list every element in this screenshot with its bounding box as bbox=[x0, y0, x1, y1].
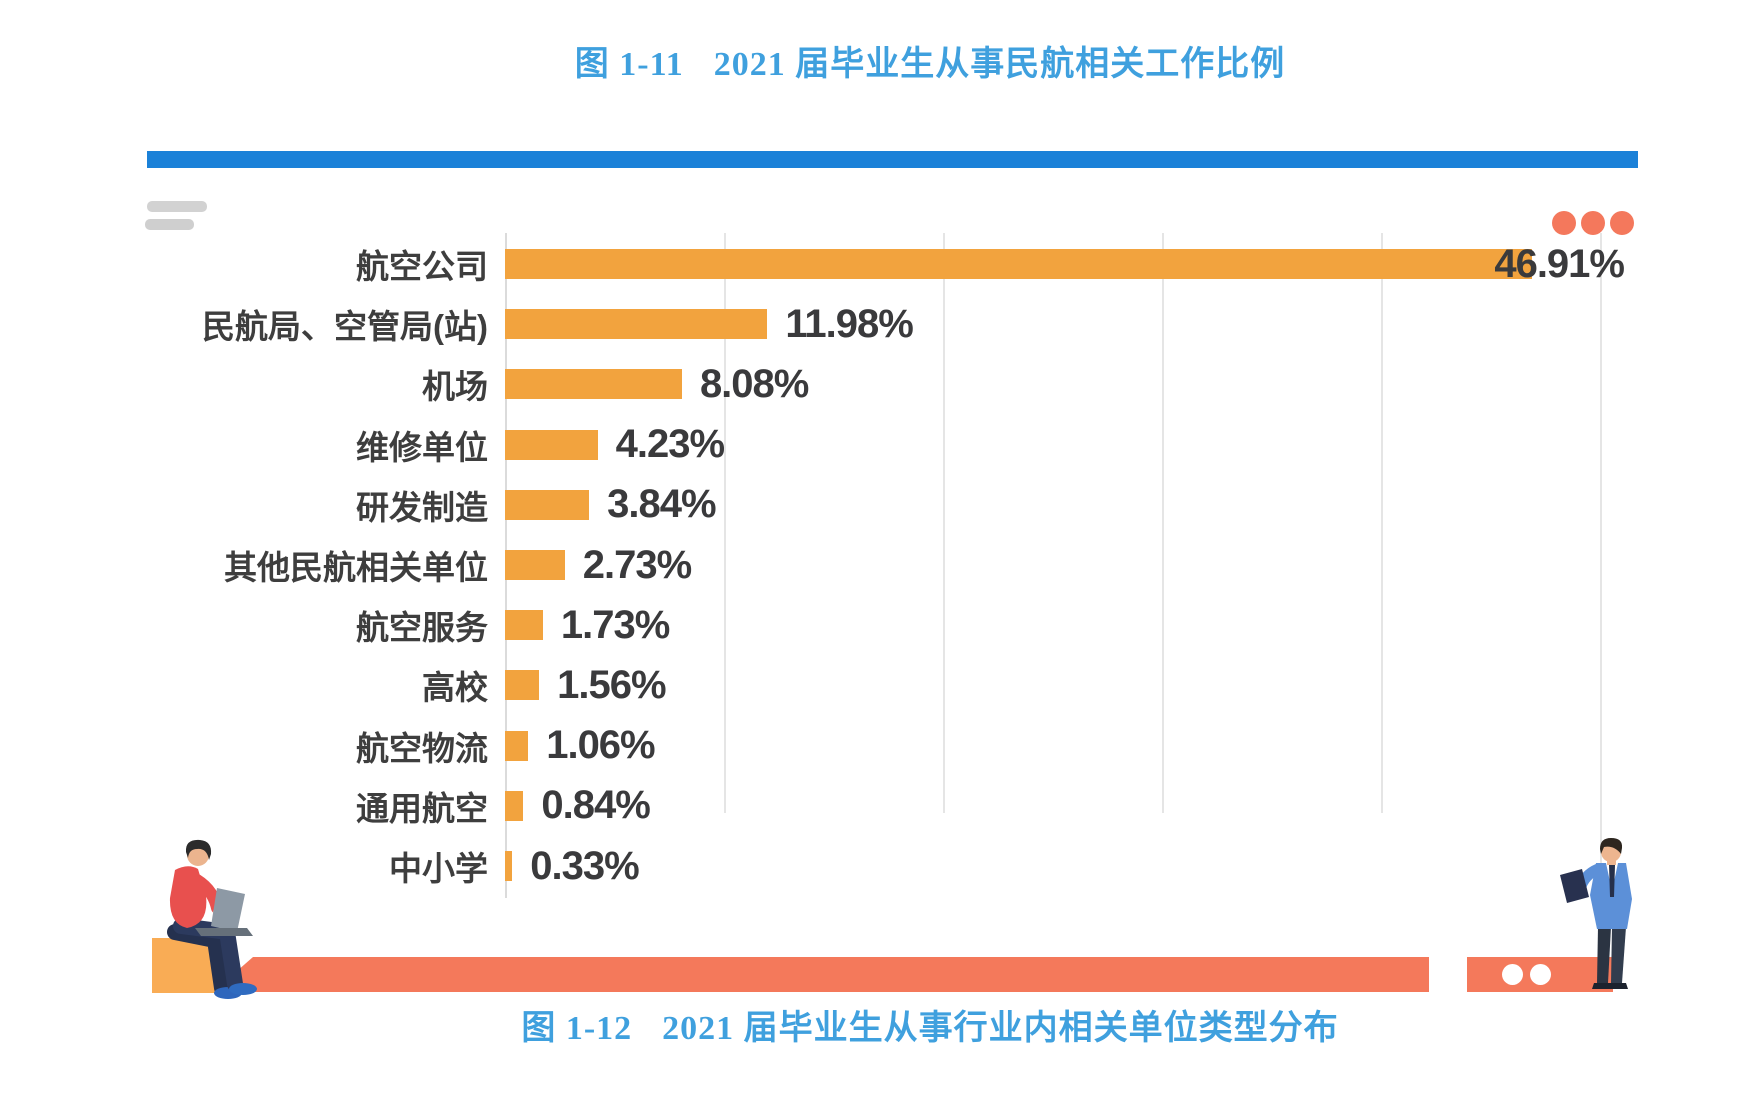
figure-1-11-caption: 图 1-11 2021 届毕业生从事民航相关工作比例 bbox=[52, 36, 1756, 85]
bar bbox=[505, 249, 1533, 279]
menu-lines-icon bbox=[147, 201, 207, 212]
bar bbox=[505, 670, 540, 701]
figure-1-11-title-text: 2021 届毕业生从事民航相关工作比例 bbox=[713, 46, 1286, 83]
chart-row: 研发制造 3.84% bbox=[0, 475, 1756, 535]
figure-1-12-label: 图 1-12 bbox=[521, 1010, 633, 1047]
category-label: 其他民航相关单位 bbox=[224, 549, 488, 586]
category-label: 中小学 bbox=[389, 850, 488, 887]
category-label: 航空物流 bbox=[356, 729, 488, 767]
category-label: 研发制造 bbox=[356, 488, 488, 526]
menu-lines-icon bbox=[145, 219, 194, 230]
value-label: 11.98% bbox=[785, 301, 913, 346]
figure-1-12-title-text: 2021 届毕业生从事行业内相关单位类型分布 bbox=[662, 1010, 1339, 1047]
category-label: 航空公司 bbox=[356, 248, 488, 285]
value-label: 1.73% bbox=[560, 602, 670, 647]
dot-icon bbox=[1552, 211, 1576, 235]
footer-accent-block bbox=[1467, 957, 1613, 992]
bar bbox=[505, 489, 590, 520]
circle-icon bbox=[1530, 964, 1551, 985]
category-label: 民航局、空管局(站) bbox=[202, 308, 488, 346]
chart-row: 航空服务 1.73% bbox=[0, 595, 1756, 655]
figure-1-11-label: 图 1-11 bbox=[574, 46, 684, 83]
bar bbox=[505, 730, 529, 761]
dot-icon bbox=[1581, 211, 1605, 235]
chart-row: 高校 1.56% bbox=[0, 655, 1756, 715]
chart-row: 中小学 0.33% bbox=[0, 836, 1756, 896]
employment-bar-chart: 航空公司 46.91% 民航局、空管局(站) 11.98% 机场 8.08% 维修单位 4.2… bbox=[0, 233, 1756, 905]
person-standing-with-tablet-illustration bbox=[1560, 838, 1632, 989]
gridline bbox=[1162, 233, 1164, 813]
bar bbox=[505, 309, 768, 340]
bar bbox=[505, 610, 543, 641]
value-label: 1.56% bbox=[557, 662, 666, 707]
chart-row: 机场 8.08% bbox=[0, 354, 1756, 414]
category-label: 通用航空 bbox=[356, 789, 488, 827]
gridline bbox=[724, 233, 726, 813]
bar bbox=[505, 851, 513, 881]
bar bbox=[505, 369, 682, 400]
bar bbox=[505, 429, 598, 460]
chart-row: 民航局、空管局(站) 11.98% bbox=[0, 294, 1756, 354]
chart-row: 航空物流 1.06% bbox=[0, 716, 1756, 776]
chart-row: 维修单位 4.23% bbox=[0, 415, 1756, 475]
value-label: 2.73% bbox=[582, 542, 692, 587]
value-label: 4.23% bbox=[615, 422, 725, 467]
chart-row: 其他民航相关单位 2.73% bbox=[0, 535, 1756, 595]
value-label: 46.91% bbox=[1494, 241, 1625, 286]
chart-row: 航空公司 46.91% bbox=[0, 234, 1756, 294]
value-label: 3.84% bbox=[607, 482, 716, 527]
footer-accent-bar bbox=[213, 957, 1429, 992]
chart-row: 通用航空 0.84% bbox=[0, 776, 1756, 836]
person-sitting-with-laptop-illustration bbox=[152, 839, 257, 999]
figure-1-12-caption: 图 1-12 2021 届毕业生从事行业内相关单位类型分布 bbox=[52, 1000, 1756, 1049]
value-label: 0.33% bbox=[530, 843, 639, 888]
value-label: 1.06% bbox=[546, 723, 655, 768]
gridline bbox=[943, 233, 945, 813]
bar bbox=[505, 790, 524, 821]
value-label: 0.84% bbox=[541, 783, 650, 828]
bar bbox=[505, 550, 565, 580]
value-label: 8.08% bbox=[699, 361, 809, 406]
circle-icon bbox=[1502, 964, 1523, 985]
gridline bbox=[1600, 233, 1602, 905]
header-divider-bar bbox=[147, 151, 1638, 168]
gridline bbox=[1381, 233, 1383, 813]
ellipsis-dots-icon bbox=[1552, 211, 1644, 235]
category-label: 航空服务 bbox=[356, 609, 488, 647]
category-label: 维修单位 bbox=[356, 428, 488, 466]
category-label: 高校 bbox=[422, 669, 488, 707]
category-label: 机场 bbox=[422, 368, 488, 406]
dot-icon bbox=[1610, 211, 1634, 235]
